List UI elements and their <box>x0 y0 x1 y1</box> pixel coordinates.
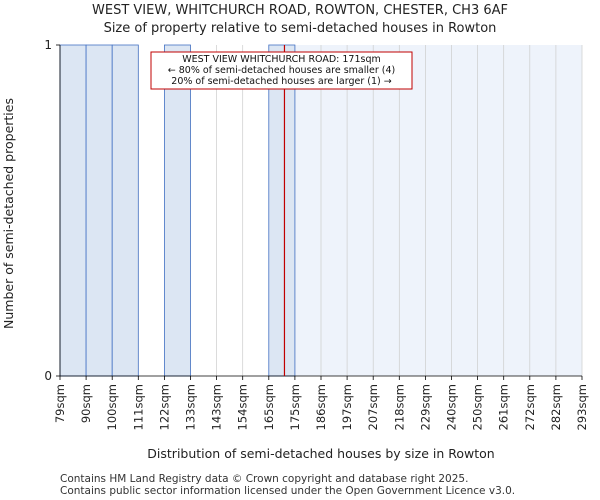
bar <box>163 44 191 377</box>
x-tick-label: 133sqm <box>184 384 198 430</box>
y-tick-label: 1 <box>44 38 52 52</box>
x-tick-label: 282sqm <box>549 384 563 430</box>
x-tick-label: 122sqm <box>157 384 171 430</box>
annotation-line2: ← 80% of semi-detached houses are smalle… <box>168 65 396 76</box>
y-axis-title: Number of semi-detached properties <box>1 98 16 329</box>
x-tick-label: 90sqm <box>79 384 93 423</box>
x-tick-label: 165sqm <box>262 384 276 430</box>
bar <box>85 44 113 377</box>
footer-line-1: Contains HM Land Registry data © Crown c… <box>60 473 469 485</box>
x-axis-title: Distribution of semi-detached houses by … <box>147 446 494 461</box>
x-tick-label: 218sqm <box>392 384 406 430</box>
footer-line-2: Contains public sector information licen… <box>60 485 516 497</box>
x-tick-label: 154sqm <box>236 384 250 430</box>
x-tick-label: 143sqm <box>210 384 224 430</box>
chart-title: WEST VIEW, WHITCHURCH ROAD, ROWTON, CHES… <box>92 3 508 18</box>
bar <box>111 44 139 377</box>
bar <box>268 44 296 377</box>
larger-region-shade <box>294 45 582 376</box>
x-tick-label: 229sqm <box>418 384 432 430</box>
y-tick-label: 0 <box>44 369 52 383</box>
x-tick-label: 100sqm <box>105 384 119 430</box>
x-tick-label: 207sqm <box>366 384 380 430</box>
x-tick-label: 261sqm <box>497 384 511 430</box>
x-tick-label: 186sqm <box>314 384 328 430</box>
x-tick-label: 79sqm <box>53 384 67 423</box>
x-tick-label: 197sqm <box>340 384 354 430</box>
x-tick-label: 240sqm <box>445 384 459 430</box>
x-tick-label: 272sqm <box>523 384 537 430</box>
bar <box>59 44 87 377</box>
annotation-box <box>150 51 413 90</box>
annotation-line1: WEST VIEW WHITCHURCH ROAD: 171sqm <box>182 54 381 65</box>
annotation-line3: 20% of semi-detached houses are larger (… <box>171 76 391 87</box>
chart-subtitle: Size of property relative to semi-detach… <box>103 21 497 36</box>
x-tick-label: 293sqm <box>575 384 589 430</box>
bar-chart: 0 1 79sqm 90sqm 100sqm 111sqm 122sqm 133sqm 143s… <box>1 38 589 461</box>
x-tick-label: 111sqm <box>131 384 145 430</box>
x-tick-label: 175sqm <box>288 384 302 430</box>
x-tick-label: 250sqm <box>471 384 485 430</box>
